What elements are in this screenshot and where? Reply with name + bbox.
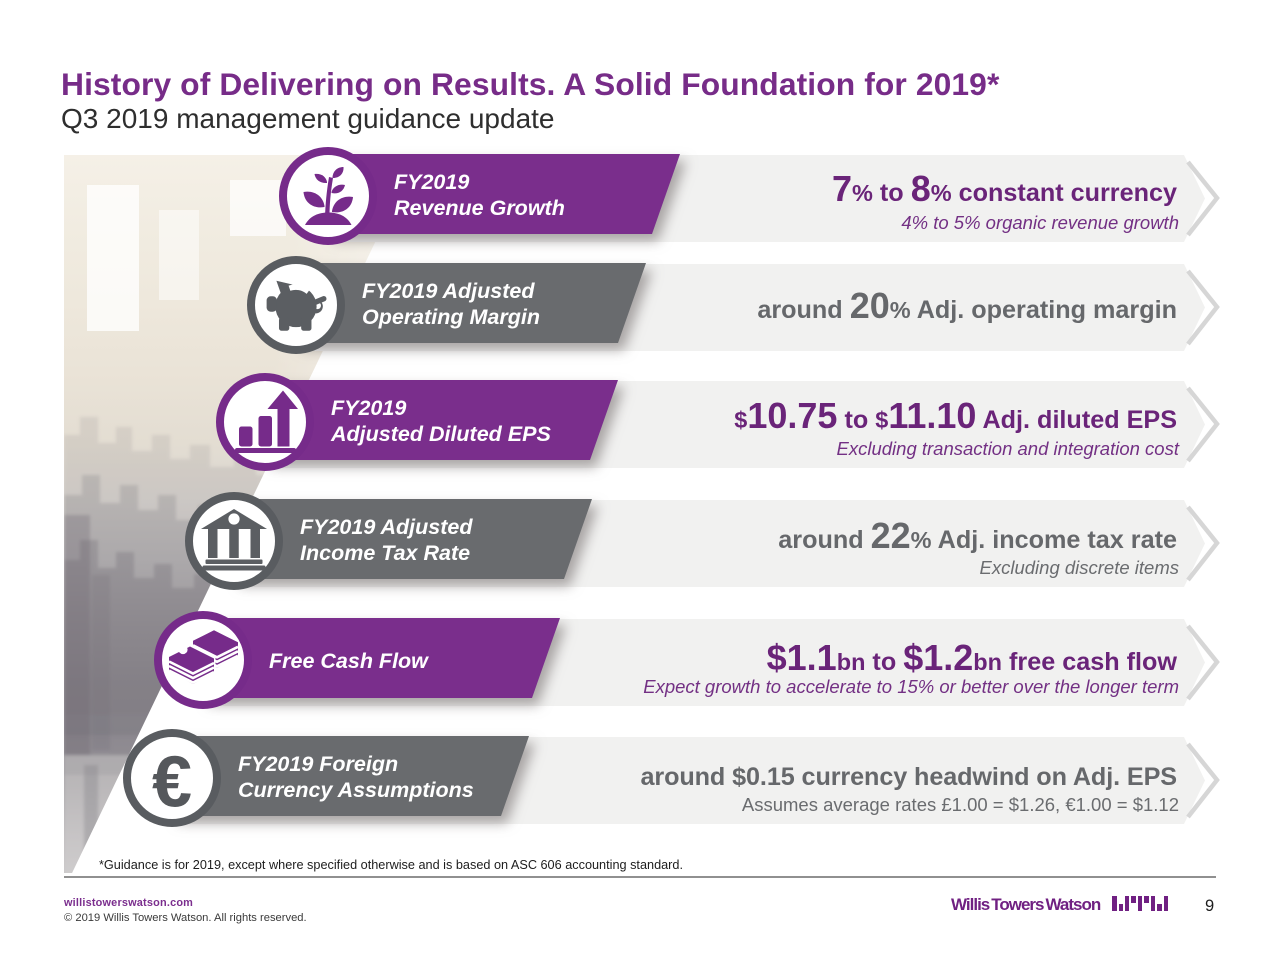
svg-text:€: €: [152, 743, 192, 823]
